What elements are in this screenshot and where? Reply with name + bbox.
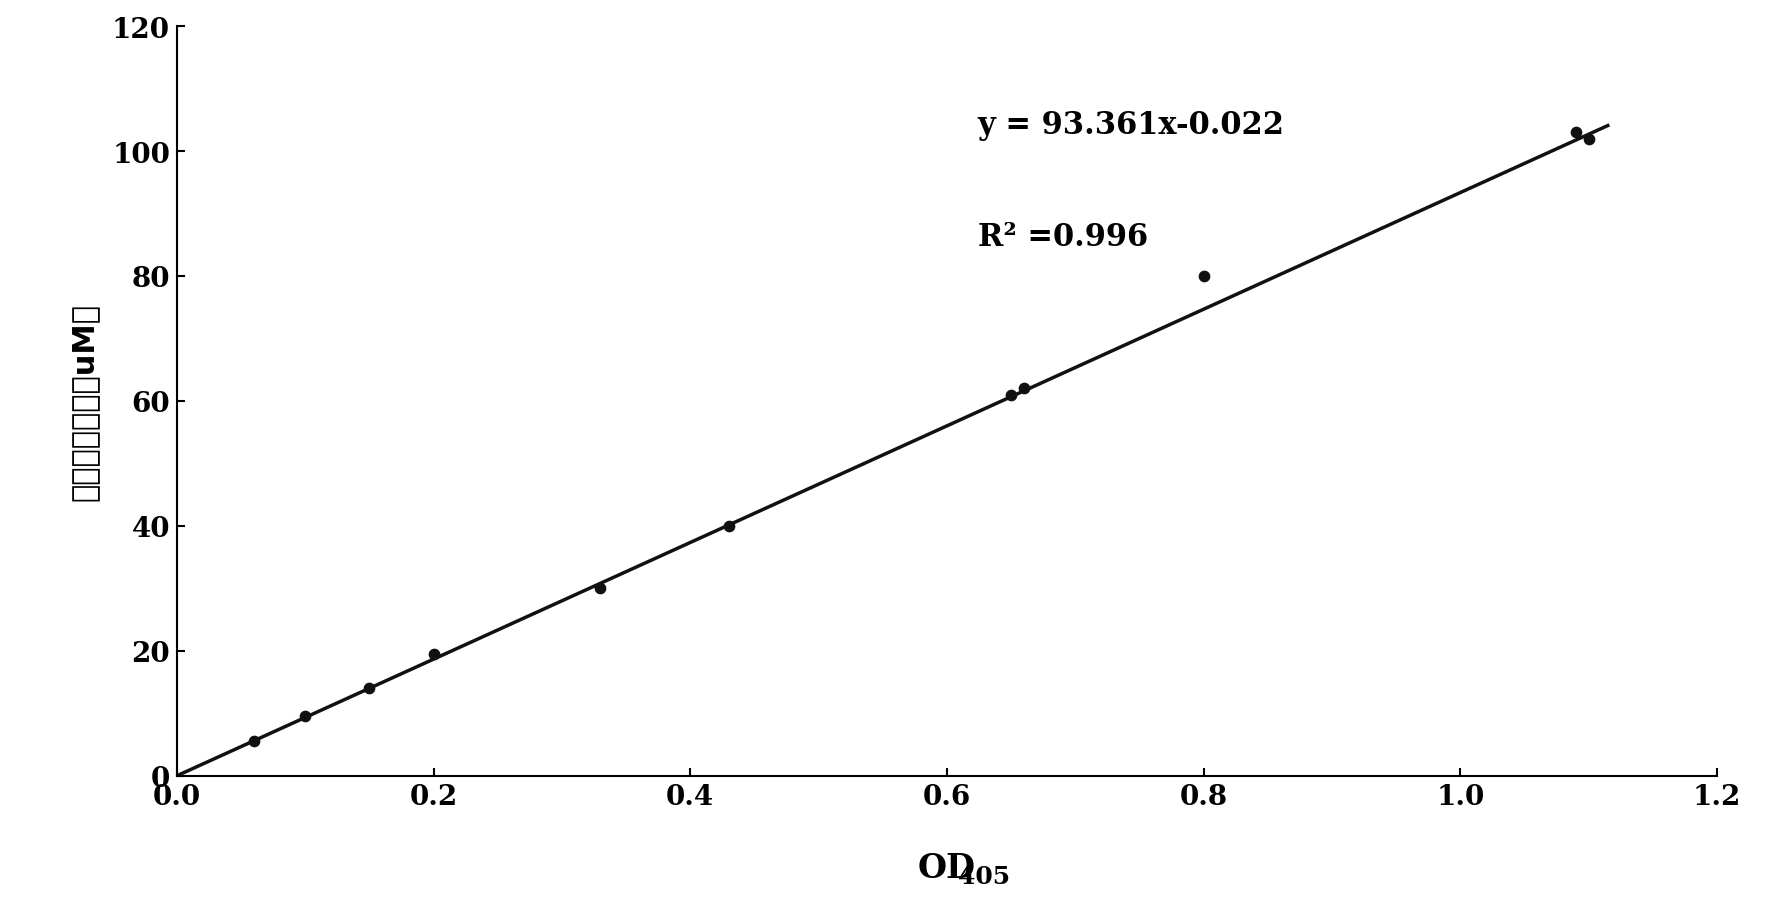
Point: [1189, 270, 1218, 284]
Point: [356, 681, 384, 695]
Text: OD: OD: [919, 851, 975, 884]
Point: [241, 734, 269, 749]
Point: [715, 519, 743, 533]
Point: [292, 709, 320, 723]
Point: [1009, 382, 1037, 396]
Text: R² =0.996: R² =0.996: [977, 222, 1149, 253]
Y-axis label: 对硥基酜浓度（uM）: 对硥基酜浓度（uM）: [69, 302, 97, 501]
Point: [997, 388, 1025, 402]
Point: [419, 647, 448, 661]
Point: [1561, 126, 1589, 141]
Point: [1575, 132, 1604, 146]
Point: [586, 581, 614, 595]
Text: 405: 405: [958, 864, 1011, 888]
Text: y = 93.361x-0.022: y = 93.361x-0.022: [977, 109, 1285, 141]
